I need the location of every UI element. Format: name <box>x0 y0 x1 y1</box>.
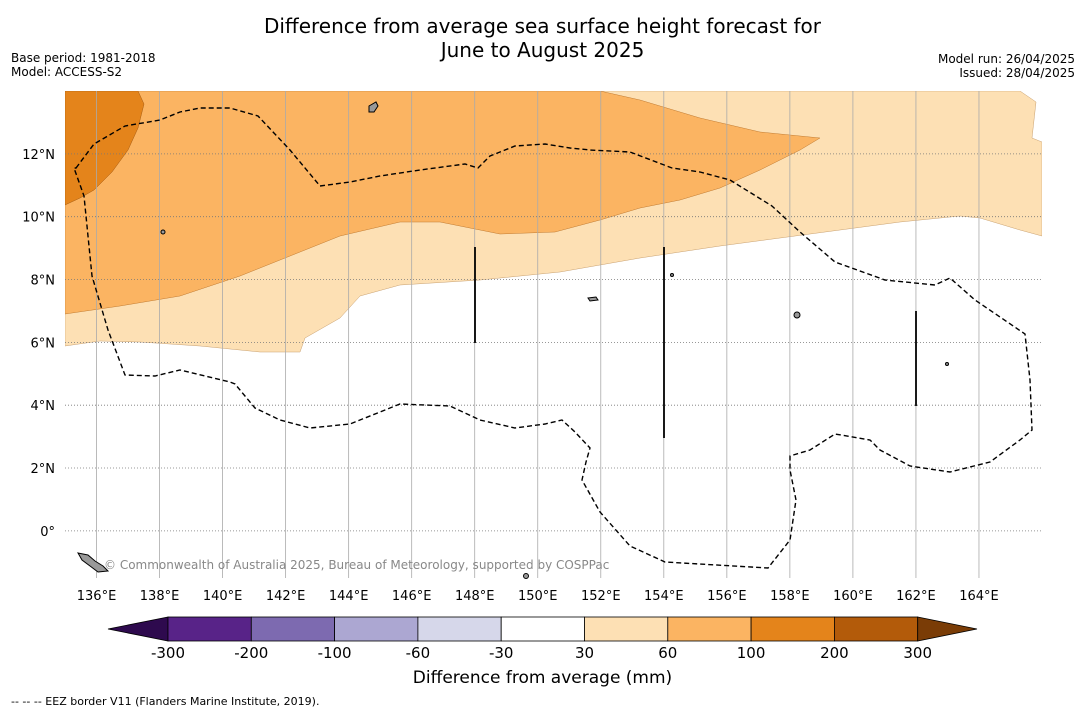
colorbar-tick-label: -60 <box>406 644 431 662</box>
eez-legend-note: -- -- -- EEZ border V11 (Flanders Marine… <box>11 695 320 708</box>
colorbar-tick-label: 100 <box>737 644 766 662</box>
colorbar-tick-label: 200 <box>820 644 849 662</box>
lat-tick-label: 10°N <box>22 211 55 226</box>
colorbar-tick-label: -100 <box>318 644 352 662</box>
eez-border <box>73 107 1033 569</box>
map-title: Difference from average sea surface heig… <box>0 14 1085 62</box>
island <box>945 362 949 366</box>
lon-tick-label: 150°E <box>518 589 558 604</box>
lat-tick-labels: 0° 2°N 4°N 6°N 8°N 10°N 12°N <box>22 148 55 540</box>
colorbar-tick-label: 300 <box>903 644 932 662</box>
colorbar-tick-label: -300 <box>151 644 185 662</box>
island <box>77 552 110 573</box>
colorbar-segment <box>834 616 919 642</box>
lat-tick-label: 4°N <box>31 399 56 414</box>
model-name: Model: ACCESS-S2 <box>11 65 123 79</box>
lat-tick-label: 6°N <box>31 336 56 351</box>
colorbar-segment <box>250 616 336 642</box>
colorbar-tick-label: -200 <box>234 644 268 662</box>
colorbar-segment <box>667 616 752 642</box>
island <box>670 273 674 277</box>
colorbar-segment <box>750 616 835 642</box>
island <box>587 296 599 302</box>
colorbar-segment <box>334 616 419 642</box>
island <box>160 229 166 235</box>
lon-tick-label: 148°E <box>455 589 495 604</box>
lon-tick-label: 156°E <box>707 589 747 604</box>
band-100-200 <box>65 91 145 206</box>
copyright-credit: © Commonwealth of Australia 2025, Bureau… <box>104 558 610 572</box>
lat-tick-label: 8°N <box>31 274 56 289</box>
lon-tick-label: 164°E <box>959 589 999 604</box>
colorbar-segment <box>584 616 669 642</box>
issued-date: Issued: 28/04/2025 <box>959 66 1075 80</box>
base-period: Base period: 1981-2018 <box>11 51 156 65</box>
colorbar-segment <box>500 616 585 642</box>
colorbar-label: Difference from average (mm) <box>412 668 673 688</box>
lon-tick-label: 142°E <box>266 589 306 604</box>
meta-left: Base period: 1981-2018 Model: ACCESS-S2 <box>11 51 156 79</box>
colorbar-tick-label: -30 <box>489 644 514 662</box>
forecast-field <box>65 91 1042 578</box>
island <box>523 573 529 579</box>
colorbar-under-arrow <box>107 616 169 642</box>
lon-tick-label: 160°E <box>833 589 873 604</box>
lon-tick-label: 152°E <box>581 589 621 604</box>
island <box>368 101 379 113</box>
lon-tick-label: 144°E <box>329 589 369 604</box>
island <box>793 311 801 319</box>
title-line-2: June to August 2025 <box>440 38 645 62</box>
colorbar: -300 -200 -100 -60 -30 30 60 100 200 300 <box>107 616 978 662</box>
lon-tick-label: 138°E <box>140 589 180 604</box>
colorbar-tick-label: 60 <box>658 644 677 662</box>
lon-tick-label: 140°E <box>203 589 243 604</box>
title-line-1: Difference from average sea surface heig… <box>263 14 822 38</box>
lat-tick-label: 12°N <box>22 148 55 163</box>
lat-tick-label: 2°N <box>31 462 56 477</box>
colorbar-segment <box>417 616 502 642</box>
lon-tick-label: 158°E <box>770 589 810 604</box>
colorbar-over-arrow <box>917 616 978 642</box>
lon-tick-label: 146°E <box>392 589 432 604</box>
colorbar-segment <box>167 616 252 642</box>
lat-tick-label: 0° <box>40 525 55 540</box>
colorbar-tick-label: 30 <box>575 644 594 662</box>
lon-tick-labels: 136°E 138°E 140°E 142°E 144°E 146°E 148°E 150°E… <box>77 589 999 604</box>
lon-tick-label: 162°E <box>896 589 936 604</box>
lon-tick-label: 136°E <box>77 589 117 604</box>
island-features <box>474 247 917 438</box>
model-run: Model run: 26/04/2025 <box>937 52 1075 66</box>
lon-tick-label: 154°E <box>644 589 684 604</box>
meta-right: Model run: 26/04/2025 Issued: 28/04/2025 <box>938 52 1075 80</box>
islands <box>77 101 949 579</box>
band-60-100 <box>65 91 821 315</box>
